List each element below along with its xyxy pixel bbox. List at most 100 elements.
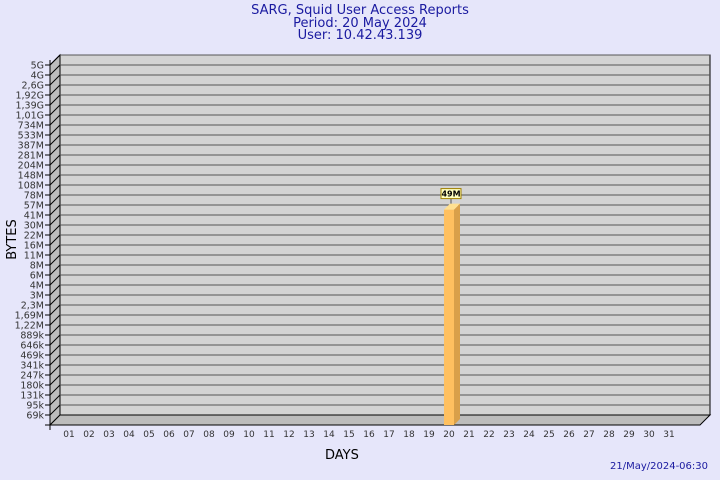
- y-tick-diag: [49, 354, 61, 366]
- y-tick-label: 387M: [18, 141, 44, 152]
- y-tick-label: 148M: [18, 171, 44, 182]
- y-tick-diag: [49, 324, 61, 336]
- y-axis-label: BYTES: [4, 219, 20, 260]
- y-tick-label: 889k: [20, 331, 44, 342]
- y-tick-diag: [49, 244, 61, 256]
- bar-front: [444, 209, 454, 425]
- chart-user: User: 10.42.43.139: [297, 28, 423, 43]
- bar-top: [444, 203, 460, 210]
- x-tick-label: 13: [303, 430, 314, 440]
- x-tick-label: 18: [403, 430, 415, 440]
- y-tick-label: 3M: [30, 291, 44, 302]
- x-tick-label: 08: [203, 430, 215, 440]
- y-tick-label: 1,92G: [15, 91, 44, 102]
- y-tick-label: 2,6G: [22, 81, 44, 92]
- y-tick-diag: [49, 174, 61, 186]
- x-tick-label: 28: [603, 430, 615, 440]
- y-tick-diag: [49, 284, 61, 296]
- y-tick-diag: [49, 304, 61, 316]
- y-tick-diag: [49, 334, 61, 346]
- y-tick-diag: [49, 194, 61, 206]
- y-tick-diag: [49, 204, 61, 216]
- x-tick-label: 25: [543, 430, 554, 440]
- y-tick-label: 646k: [20, 341, 44, 352]
- y-tick-label: 247k: [20, 371, 44, 382]
- x-tick-label: 27: [583, 430, 594, 440]
- y-tick-label: 22M: [24, 231, 44, 242]
- x-axis-label: DAYS: [325, 448, 359, 463]
- y-tick-label: 1,39G: [15, 101, 44, 112]
- y-tick-diag: [49, 54, 61, 66]
- x-tick-label: 02: [83, 430, 94, 440]
- x-tick-label: 24: [523, 430, 535, 440]
- chart-title: SARG, Squid User Access Reports: [251, 3, 469, 18]
- y-tick-label: 108M: [18, 181, 44, 192]
- y-tick-diag: [49, 314, 61, 326]
- x-tick-label: 09: [223, 430, 235, 440]
- y-tick-label: 180k: [20, 381, 44, 392]
- y-tick-diag: [49, 184, 61, 196]
- y-tick-label: 11M: [24, 251, 44, 262]
- y-tick-diag: [49, 104, 61, 116]
- y-tick-diag: [49, 384, 61, 396]
- y-tick-diag: [49, 404, 61, 416]
- x-tick-label: 14: [323, 430, 335, 440]
- y-tick-label: 95k: [26, 401, 44, 412]
- y-tick-diag: [49, 394, 61, 406]
- x-tick-label: 04: [123, 430, 135, 440]
- data-label-box: [440, 188, 462, 200]
- x-tick-label: 05: [143, 430, 154, 440]
- y-tick-label: 131k: [20, 391, 44, 402]
- y-tick-label: 281M: [18, 151, 44, 162]
- y-tick-diag: [49, 364, 61, 376]
- y-tick-diag: [49, 234, 61, 246]
- y-tick-label: 469k: [20, 351, 44, 362]
- x-tick-label: 16: [363, 430, 375, 440]
- chart-period: Period: 20 May 2024: [293, 16, 427, 31]
- x-tick-label: 26: [563, 430, 575, 440]
- y-tick-label: 341k: [20, 361, 44, 372]
- bar-side: [454, 203, 460, 425]
- y-tick-diag: [49, 64, 61, 76]
- y-tick-diag: [49, 344, 61, 356]
- x-tick-label: 22: [483, 430, 494, 440]
- floor: [48, 414, 712, 426]
- x-tick-label: 23: [503, 430, 514, 440]
- x-tick-label: 20: [443, 430, 455, 440]
- y-tick-label: 1,69M: [15, 311, 44, 322]
- x-tick-label: 19: [423, 430, 435, 440]
- y-tick-label: 8M: [30, 261, 44, 272]
- y-tick-diag: [49, 124, 61, 136]
- y-tick-diag: [49, 134, 61, 146]
- y-tick-label: 78M: [24, 191, 44, 202]
- y-tick-label: 16M: [24, 241, 44, 252]
- x-tick-label: 31: [663, 430, 674, 440]
- x-tick-label: 01: [63, 430, 74, 440]
- y-tick-diag: [49, 224, 61, 236]
- footer-timestamp: 21/May/2024-06:30: [609, 461, 708, 472]
- x-tick-label: 12: [283, 430, 294, 440]
- y-tick-diag: [49, 74, 61, 86]
- x-tick-label: 21: [463, 430, 474, 440]
- x-tick-label: 03: [103, 430, 114, 440]
- y-tick-label: 4G: [31, 71, 44, 82]
- x-tick-label: 07: [183, 430, 194, 440]
- y-tick-label: 1,22M: [15, 321, 44, 332]
- data-label: 49M: [441, 190, 460, 199]
- y-tick-diag: [49, 164, 61, 176]
- y-tick-diag: [49, 94, 61, 106]
- y-tick-diag: [49, 84, 61, 96]
- y-tick-diag: [49, 144, 61, 156]
- x-tick-label: 06: [163, 430, 175, 440]
- x-tick-label: 29: [623, 430, 635, 440]
- y-tick-label: 30M: [24, 221, 44, 232]
- x-tick-label: 17: [383, 430, 394, 440]
- y-tick-diag: [49, 114, 61, 126]
- y-tick-label: 41M: [24, 211, 44, 222]
- y-tick-diag: [49, 264, 61, 276]
- y-tick-diag: [49, 374, 61, 386]
- y-tick-label: 1,01G: [15, 111, 44, 122]
- y-tick-label: 2,3M: [21, 301, 44, 312]
